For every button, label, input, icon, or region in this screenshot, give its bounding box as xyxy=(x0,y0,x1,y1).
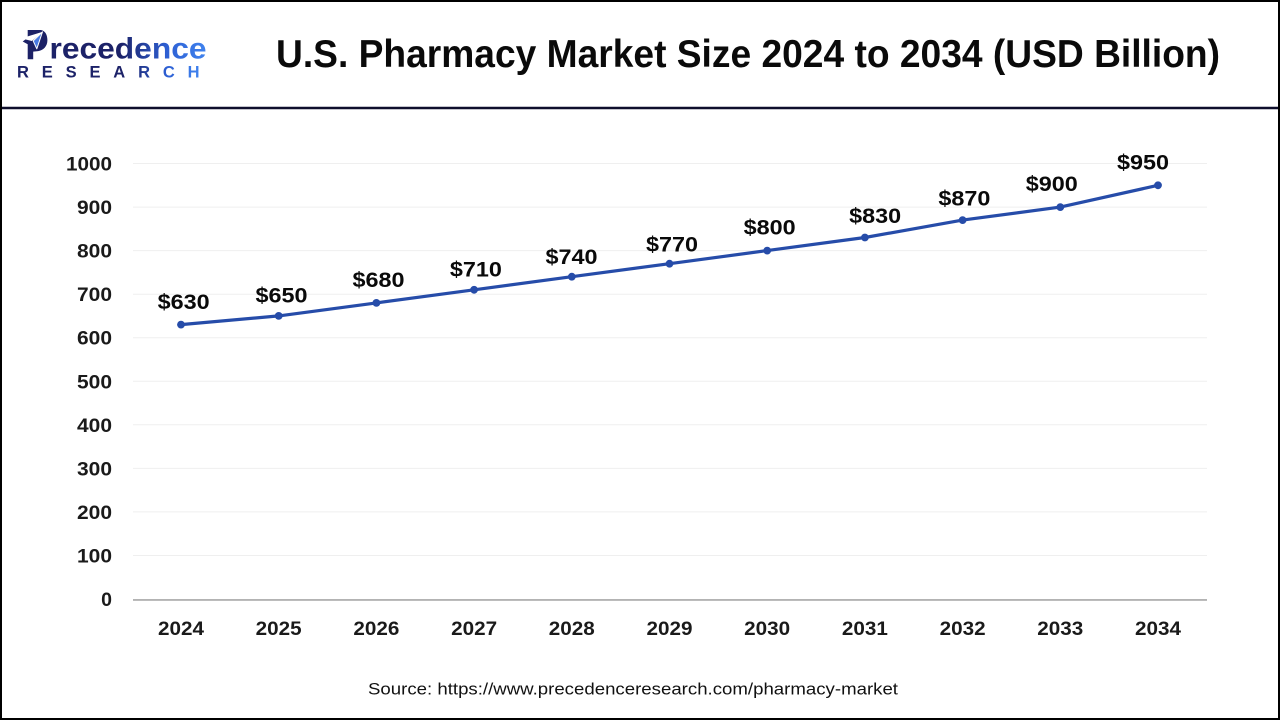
svg-text:$650: $650 xyxy=(256,285,308,308)
svg-text:2029: 2029 xyxy=(647,618,693,640)
svg-text:0: 0 xyxy=(101,589,112,611)
svg-text:600: 600 xyxy=(77,328,112,350)
svg-text:2031: 2031 xyxy=(842,618,888,640)
svg-text:200: 200 xyxy=(77,502,112,524)
svg-text:800: 800 xyxy=(77,241,112,263)
svg-text:U.S. Pharmacy Market Size 2024: U.S. Pharmacy Market Size 2024 to 2034 (… xyxy=(276,33,1220,76)
svg-text:2033: 2033 xyxy=(1037,618,1083,640)
svg-text:2024: 2024 xyxy=(158,618,204,640)
svg-text:2032: 2032 xyxy=(940,618,986,640)
svg-text:2027: 2027 xyxy=(451,618,497,640)
svg-text:2025: 2025 xyxy=(256,618,302,640)
svg-text:Source: https://www.precedence: Source: https://www.precedenceresearch.c… xyxy=(368,679,898,698)
svg-text:$740: $740 xyxy=(546,246,598,269)
svg-text:recedence: recedence xyxy=(50,33,207,66)
svg-text:2034: 2034 xyxy=(1135,618,1181,640)
svg-text:$800: $800 xyxy=(744,217,796,240)
svg-text:2026: 2026 xyxy=(353,618,399,640)
svg-text:300: 300 xyxy=(77,458,112,480)
svg-text:$870: $870 xyxy=(938,187,990,210)
svg-text:RESEARCH: RESEARCH xyxy=(17,63,200,81)
svg-text:100: 100 xyxy=(77,546,112,568)
svg-text:$770: $770 xyxy=(646,234,698,257)
svg-text:$630: $630 xyxy=(158,291,210,314)
svg-text:$680: $680 xyxy=(353,269,405,292)
svg-text:$830: $830 xyxy=(849,205,901,228)
svg-text:400: 400 xyxy=(77,415,112,437)
svg-text:500: 500 xyxy=(77,371,112,393)
svg-text:2028: 2028 xyxy=(549,618,595,640)
svg-text:$710: $710 xyxy=(450,258,502,281)
svg-text:700: 700 xyxy=(77,284,112,306)
svg-text:1000: 1000 xyxy=(66,154,112,176)
svg-text:$950: $950 xyxy=(1117,152,1169,175)
svg-text:900: 900 xyxy=(77,197,112,219)
svg-text:$900: $900 xyxy=(1026,173,1078,196)
svg-text:2030: 2030 xyxy=(744,618,790,640)
